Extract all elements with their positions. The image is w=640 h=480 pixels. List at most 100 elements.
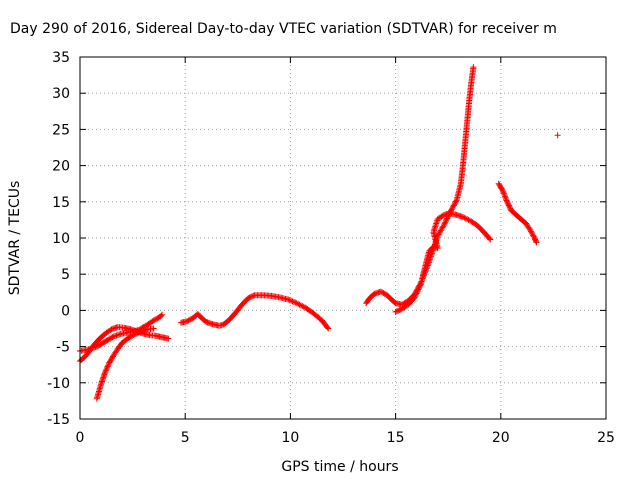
data-point [102,367,109,374]
data-point [293,300,300,307]
data-point [130,332,137,339]
data-point [105,360,112,367]
data-point [126,334,133,341]
data-point [132,330,139,337]
y-tick-label: 10 [52,231,70,247]
y-tick-label: -15 [47,412,70,428]
data-point [412,293,419,300]
data-point [247,293,254,300]
data-point [380,290,387,297]
data-point [159,311,166,318]
data-point [150,325,157,332]
x-axis-label: GPS time / hours [281,459,398,475]
data-point [135,329,142,336]
y-tick-label: 30 [52,86,70,102]
data-point [529,231,536,238]
plot-frame [79,56,607,420]
data-point [109,334,116,341]
data-point [500,189,507,196]
data-point [503,196,510,203]
data-point [285,296,292,303]
data-point [395,307,402,314]
data-point [415,286,422,293]
y-tick-label: 15 [52,195,70,211]
data-point [188,316,195,323]
data-point [377,288,384,295]
data-points [77,64,561,402]
data-point [393,308,400,315]
data-point [450,203,457,210]
data-point [392,308,399,315]
data-point [324,324,331,331]
data-point [415,285,422,292]
data-point [503,197,510,204]
data-point [554,132,561,139]
data-point [249,293,256,300]
data-point [452,198,459,205]
data-point [414,289,421,296]
data-point [381,290,388,297]
y-tick-label: -10 [47,376,70,392]
data-point [158,312,165,319]
data-point [487,236,494,243]
data-point [396,307,403,314]
data-point [297,302,304,309]
grid [80,57,606,419]
data-point [129,332,136,339]
data-point [461,214,468,221]
y-tick-label: 25 [52,122,70,138]
data-point [185,317,192,324]
data-point [443,216,450,223]
data-point [527,228,534,235]
data-point [105,362,112,369]
data-point [292,299,299,306]
data-point [411,294,418,301]
data-point [499,187,506,194]
data-point [245,295,252,302]
data-point [150,317,157,324]
data-point [440,223,447,230]
x-tick-label: 10 [281,430,299,446]
data-point [295,300,302,307]
data-point [459,214,466,221]
data-point [290,298,297,305]
data-point [501,192,508,199]
data-point [104,363,111,370]
data-point [451,201,458,208]
data-point [441,220,448,227]
data-point [102,368,109,375]
data-point [533,238,540,245]
x-tick-label: 25 [597,430,615,446]
data-point [325,325,332,332]
y-tick-label: 0 [61,303,70,319]
data-point [440,221,447,228]
data-point [464,216,471,223]
data-point [136,328,143,335]
x-tick-label: 5 [181,430,190,446]
data-point [154,315,161,322]
x-tick-label: 15 [387,430,405,446]
data-point [486,235,493,242]
ticks: 0 5 10 15 20 25 -15 -10 -5 0 5 10 15 20 25 30 35 [47,50,615,446]
data-point [448,207,455,214]
data-point [414,287,421,294]
data-point [186,316,193,323]
data-point [151,316,158,323]
data-point [134,330,141,337]
data-point [442,218,449,225]
data-point [379,289,386,296]
y-tick-label: 35 [52,50,70,66]
data-point [299,303,306,310]
data-point [413,290,420,297]
data-point [131,331,138,338]
data-point [246,294,253,301]
y-tick-label: 20 [52,159,70,175]
y-axis-label: SDTVAR / TECUs [7,181,23,296]
y-tick-label: 5 [61,267,70,283]
data-point [449,205,456,212]
data-point [465,216,472,223]
data-point [470,64,477,71]
data-point [450,202,457,209]
data-point [103,366,110,373]
